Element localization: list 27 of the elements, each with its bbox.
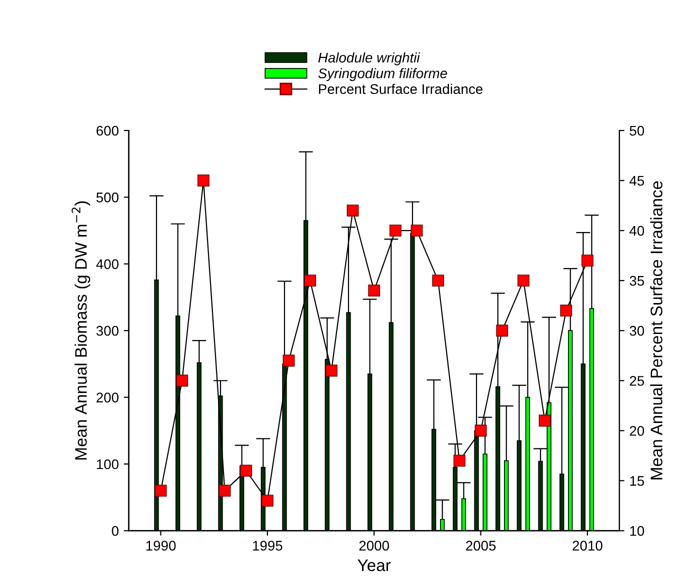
y2-tick-label: 30: [630, 326, 644, 336]
y-tick-label: 100: [96, 459, 118, 470]
y2-tick-label: 20: [630, 426, 644, 436]
legend-label: Percent Surface Irradiance: [319, 84, 482, 94]
legend-label: Syringodium filiforme: [318, 68, 448, 82]
y2-tick-label: 15: [630, 476, 644, 486]
x-tick-label: 1990: [146, 540, 176, 551]
y-tick-label: 600: [96, 126, 118, 136]
x-axis-title: Year: [358, 560, 391, 572]
x-tick-label: 2010: [572, 540, 602, 551]
y-tick-label: 400: [96, 259, 118, 270]
y2-tick-label: 45: [629, 176, 644, 186]
y2-tick-label: 25: [630, 376, 644, 386]
y-tick-label: 300: [96, 326, 118, 336]
y2-tick-label: 50: [630, 126, 644, 136]
x-tick-label: 2000: [359, 540, 390, 551]
y2-tick-label: 35: [630, 276, 644, 286]
x-tick-label: 1995: [253, 540, 282, 551]
y-tick-label: 500: [96, 192, 118, 202]
legend-label: Halodule wrightii: [318, 52, 420, 66]
y2-axis-title: Mean Annual Percent Surface Irradiance: [650, 181, 662, 480]
y2-tick-label: 40: [629, 226, 644, 236]
y-axis-title: Mean Annual Biomass (g DW m$^{−2}$): [72, 201, 90, 460]
y-tick-label: 0: [112, 526, 118, 536]
y-tick-label: 200: [96, 392, 118, 402]
y2-tick-label: 10: [630, 526, 644, 536]
x-tick-label: 2005: [466, 540, 496, 551]
